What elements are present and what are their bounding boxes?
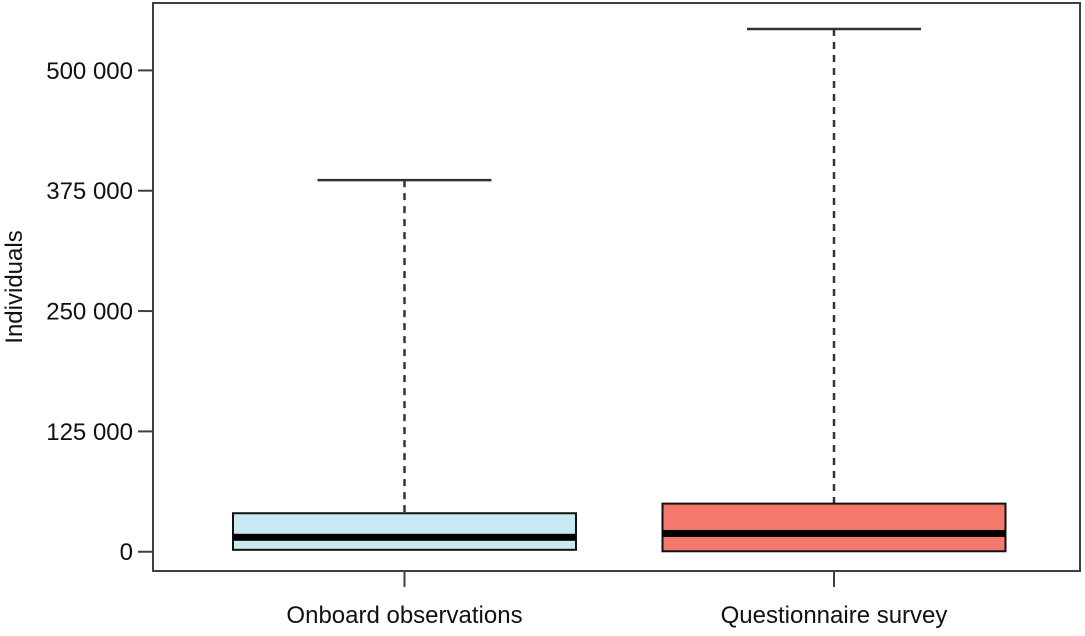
box-iqr <box>661 502 1007 553</box>
y-tick-label: 250 000 <box>46 299 133 326</box>
y-tick-label: 125 000 <box>46 419 133 446</box>
y-tick-label: 375 000 <box>46 178 133 205</box>
y-tick-label: 0 <box>120 539 133 566</box>
median-line <box>662 529 1006 537</box>
plot-border <box>152 2 1081 572</box>
y-axis-title: Individuals <box>1 230 28 343</box>
x-category-label-questionnaire-survey: Questionnaire survey <box>721 602 948 629</box>
y-tick-label: 500 000 <box>46 58 133 85</box>
x-category-label-onboard-observations: Onboard observations <box>286 602 522 629</box>
median-line <box>233 533 576 541</box>
chart-geometry: 0 125 000 250 000 375 000 500 000 <box>46 2 1081 587</box>
box-iqr <box>232 512 577 551</box>
